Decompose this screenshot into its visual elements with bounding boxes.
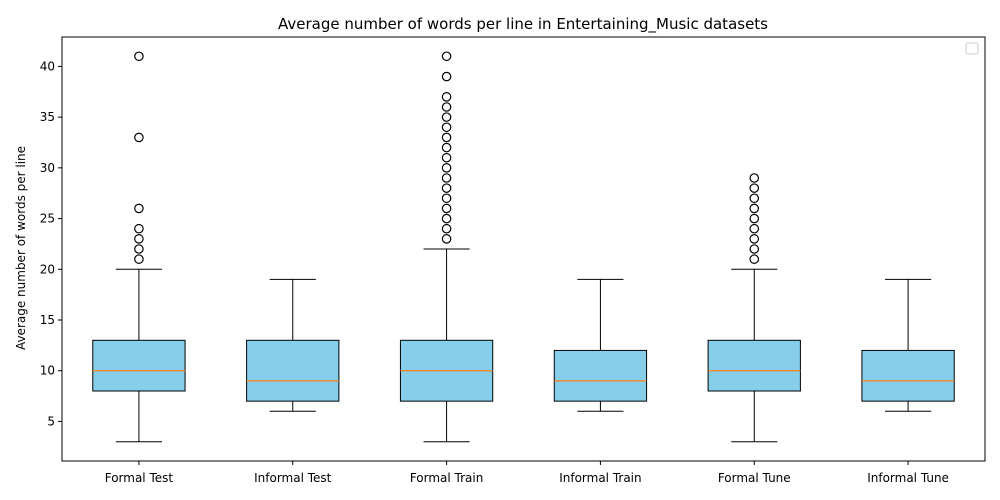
y-tick-label: 20 bbox=[40, 262, 55, 276]
outlier-point bbox=[441, 173, 452, 183]
x-tick-label: Formal Test bbox=[105, 471, 174, 485]
outlier-point bbox=[134, 234, 144, 244]
y-tick-label: 25 bbox=[40, 212, 55, 226]
box-body bbox=[707, 339, 801, 392]
x-tick-label: Informal Tune bbox=[867, 471, 949, 485]
y-tick-label: 5 bbox=[47, 414, 55, 428]
outlier-point bbox=[441, 234, 452, 244]
outlier-point bbox=[134, 254, 144, 264]
outlier-point bbox=[441, 92, 452, 102]
outlier-point bbox=[134, 223, 144, 234]
outlier-point bbox=[441, 223, 452, 234]
x-tick-label: Informal Train bbox=[559, 471, 641, 485]
y-tick-label: 35 bbox=[40, 110, 55, 124]
plot-frame bbox=[61, 36, 986, 462]
outlier-point bbox=[441, 71, 452, 82]
box-body bbox=[861, 349, 955, 402]
outlier-point bbox=[441, 51, 452, 62]
outlier-point bbox=[749, 213, 760, 224]
y-tick-label: 40 bbox=[40, 59, 55, 73]
x-tick-label: Informal Test bbox=[254, 471, 332, 485]
outlier-point bbox=[749, 193, 760, 204]
outlier-point bbox=[749, 203, 760, 214]
outlier-point bbox=[441, 193, 452, 204]
outlier-point bbox=[749, 183, 760, 193]
outlier-point bbox=[441, 152, 452, 163]
box-body bbox=[92, 339, 186, 392]
outlier-point bbox=[749, 173, 760, 183]
outlier-point bbox=[441, 142, 452, 153]
box-body bbox=[246, 339, 340, 402]
y-tick-label: 15 bbox=[40, 313, 55, 327]
y-axis-label: Average number of words per line bbox=[14, 146, 28, 350]
y-tick-label: 10 bbox=[40, 364, 55, 378]
outlier-point bbox=[134, 132, 144, 143]
x-tick-label: Formal Train bbox=[410, 471, 484, 485]
outlier-point bbox=[441, 122, 452, 133]
plot-area: 5 10 15 20 25 30 35 40 Formal Test Informal Test F… bbox=[40, 36, 986, 485]
outlier-point bbox=[134, 51, 144, 62]
outlier-point bbox=[441, 102, 452, 112]
outlier-point bbox=[441, 203, 452, 214]
outlier-point bbox=[441, 183, 452, 193]
outlier-point bbox=[441, 163, 452, 173]
x-tick-label: Formal Tune bbox=[718, 471, 791, 485]
outlier-point bbox=[749, 234, 760, 244]
outlier-point bbox=[749, 244, 760, 254]
y-tick-label: 30 bbox=[40, 161, 55, 175]
outlier-point bbox=[749, 223, 760, 234]
outlier-point bbox=[134, 203, 144, 214]
box-body bbox=[553, 349, 648, 402]
outlier-point bbox=[441, 213, 452, 224]
outlier-point bbox=[441, 132, 452, 143]
outlier-point bbox=[749, 254, 760, 264]
outlier-point bbox=[134, 244, 144, 254]
chart-title: Average number of words per line in Ente… bbox=[278, 15, 768, 34]
outlier-point bbox=[441, 112, 452, 122]
legend bbox=[965, 42, 979, 55]
